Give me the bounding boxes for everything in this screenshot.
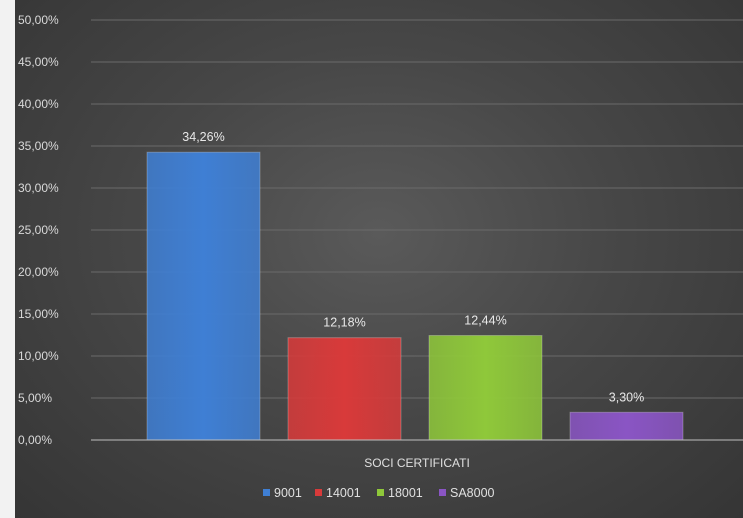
y-tick-label: 25,00%	[18, 223, 59, 237]
legend-swatch-18001	[377, 489, 384, 496]
y-tick-label: 15,00%	[18, 307, 59, 321]
bar-18001	[428, 335, 543, 441]
legend-label-18001: 18001	[388, 486, 423, 500]
data-labels: 34,26% 12,18% 12,44% 3,30%	[182, 130, 644, 404]
y-tick-label: 20,00%	[18, 265, 59, 279]
data-label-14001: 12,18%	[323, 316, 365, 330]
bar-chart: 0,00% 5,00% 10,00% 15,00% 20,00% 25,00% 30,00%…	[18, 13, 743, 500]
data-label-18001: 12,44%	[464, 314, 506, 328]
y-axis-ticks: 0,00% 5,00% 10,00% 15,00% 20,00% 25,00% 30,00%…	[18, 13, 59, 447]
y-tick-label: 40,00%	[18, 97, 59, 111]
y-tick-label: 0,00%	[18, 433, 52, 447]
y-tick-label: 30,00%	[18, 181, 59, 195]
legend-label-9001: 9001	[274, 486, 302, 500]
data-label-SA8000: 3,30%	[609, 390, 644, 404]
bar-SA8000	[569, 411, 684, 441]
data-label-9001: 34,26%	[182, 130, 224, 144]
legend: 9001 14001 18001 SA8000	[263, 486, 495, 500]
bar-14001	[287, 337, 402, 441]
y-tick-label: 45,00%	[18, 55, 59, 69]
legend-label-SA8000: SA8000	[450, 486, 495, 500]
legend-swatch-9001	[263, 489, 270, 496]
bar-9001	[146, 151, 261, 441]
bars	[146, 151, 684, 441]
legend-swatch-14001	[315, 489, 322, 496]
y-tick-label: 10,00%	[18, 349, 59, 363]
y-tick-label: 35,00%	[18, 139, 59, 153]
x-axis-category-label: SOCI CERTIFICATI	[364, 456, 470, 470]
chart-area: 0,00% 5,00% 10,00% 15,00% 20,00% 25,00% 30,00%…	[15, 0, 743, 518]
legend-label-14001: 14001	[326, 486, 361, 500]
y-tick-label: 50,00%	[18, 13, 59, 27]
legend-swatch-SA8000	[439, 489, 446, 496]
y-tick-label: 5,00%	[18, 391, 52, 405]
